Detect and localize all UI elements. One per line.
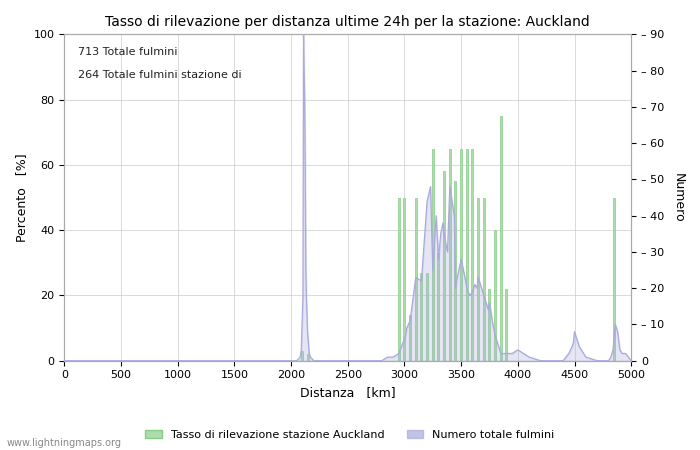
Bar <box>483 198 485 361</box>
Bar <box>443 171 445 361</box>
Y-axis label: Numero: Numero <box>672 173 685 222</box>
Bar <box>466 148 468 361</box>
Text: 713 Totale fulmini: 713 Totale fulmini <box>78 47 178 58</box>
Bar <box>403 198 405 361</box>
Bar <box>505 289 508 361</box>
X-axis label: Distanza   [km]: Distanza [km] <box>300 386 395 399</box>
Text: www.lightningmaps.org: www.lightningmaps.org <box>7 438 122 448</box>
Bar <box>613 198 615 361</box>
Y-axis label: Percento   [%]: Percento [%] <box>15 153 28 242</box>
Bar <box>302 351 303 361</box>
Bar <box>307 354 309 361</box>
Bar <box>398 198 400 361</box>
Bar <box>414 198 416 361</box>
Bar <box>489 289 491 361</box>
Text: 264 Totale fulmini stazione di: 264 Totale fulmini stazione di <box>78 70 242 80</box>
Bar <box>409 315 411 361</box>
Bar <box>426 273 428 361</box>
Bar <box>454 181 456 361</box>
Title: Tasso di rilevazione per distanza ultime 24h per la stazione: Auckland: Tasso di rilevazione per distanza ultime… <box>106 15 590 29</box>
Bar <box>500 116 502 361</box>
Bar <box>477 198 479 361</box>
Legend: Tasso di rilevazione stazione Auckland, Numero totale fulmini: Tasso di rilevazione stazione Auckland, … <box>141 425 559 445</box>
Bar <box>449 148 451 361</box>
Bar <box>421 273 423 361</box>
Bar <box>438 253 440 361</box>
Bar <box>494 230 496 361</box>
Bar <box>460 148 462 361</box>
Bar <box>471 148 473 361</box>
Bar <box>432 148 434 361</box>
